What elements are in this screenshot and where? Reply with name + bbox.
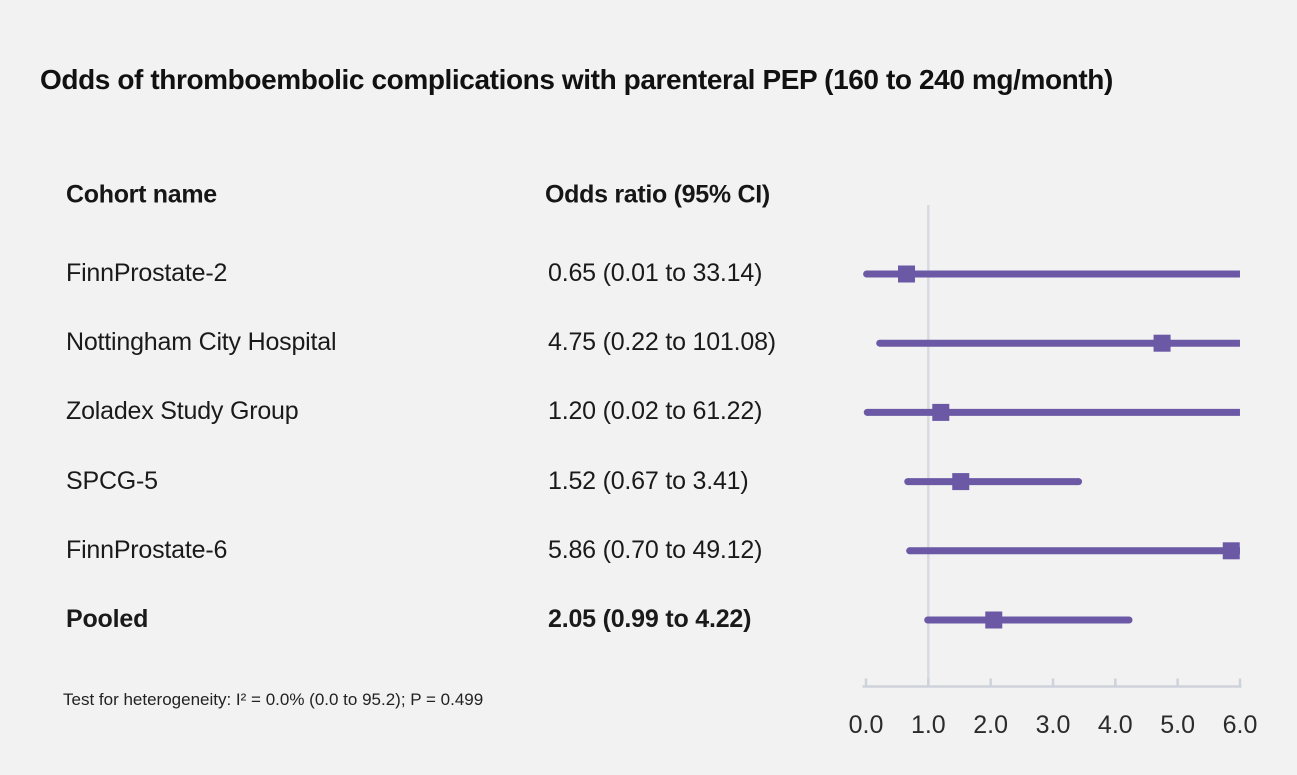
point-marker [898, 265, 916, 283]
point-marker [985, 611, 1003, 629]
ci-line-cap [863, 408, 871, 416]
odds-ratio-value: 1.20 (0.02 to 61.22) [548, 397, 763, 426]
heterogeneity-footnote: Test for heterogeneity: I² = 0.0% (0.0 t… [63, 690, 484, 709]
cohort-name: Zoladex Study Group [66, 397, 299, 426]
axis-tick-label: 2.0 [973, 711, 1008, 739]
point-marker [1153, 334, 1171, 352]
axis-tick-label: 0.0 [849, 711, 884, 739]
ci-line-cap [906, 547, 914, 555]
cohort-name: FinnProstate-6 [66, 535, 228, 564]
point-marker [932, 403, 950, 421]
ci-line-cap [924, 616, 932, 624]
point-marker [1222, 542, 1240, 560]
column-header-cohort: Cohort name [66, 180, 217, 209]
axis-tick-label: 4.0 [1098, 711, 1133, 739]
ci-line-cap [1125, 616, 1133, 624]
ci-line-cap [876, 339, 884, 347]
ci-line-cap [904, 478, 912, 486]
odds-ratio-value: 0.65 (0.01 to 33.14) [548, 258, 763, 287]
point-marker [952, 473, 970, 491]
odds-ratio-value: 4.75 (0.22 to 101.08) [548, 328, 776, 357]
cohort-name: Pooled [66, 604, 149, 633]
column-header-odds-ratio: Odds ratio (95% CI) [545, 180, 770, 209]
cohort-name: SPCG-5 [66, 466, 158, 495]
odds-ratio-value: 2.05 (0.99 to 4.22) [548, 604, 752, 633]
axis-tick-label: 6.0 [1223, 711, 1258, 739]
axis-tick-label: 1.0 [911, 711, 946, 739]
axis-tick-label: 3.0 [1036, 711, 1071, 739]
axis-tick-label: 5.0 [1160, 711, 1195, 739]
ci-line-cap [1075, 478, 1083, 486]
cohort-name: FinnProstate-2 [66, 258, 228, 287]
odds-ratio-value: 5.86 (0.70 to 49.12) [548, 535, 763, 564]
chart-title: Odds of thromboembolic complications wit… [40, 64, 1113, 95]
odds-ratio-value: 1.52 (0.67 to 3.41) [548, 466, 749, 495]
ci-line-cap [863, 270, 871, 278]
cohort-name: Nottingham City Hospital [66, 328, 337, 357]
